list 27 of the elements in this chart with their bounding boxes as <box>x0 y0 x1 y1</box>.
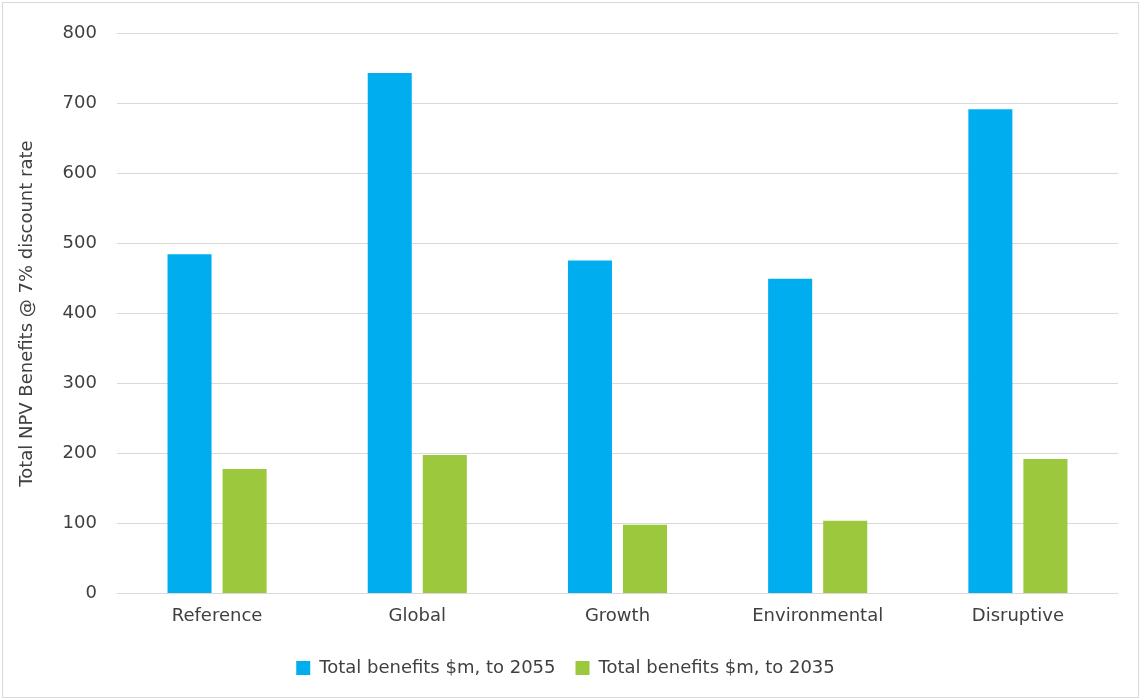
x-tick-label: Disruptive <box>971 603 1065 625</box>
y-tick-label: 100 <box>62 511 97 533</box>
legend-label: Total benefits $m, to 2055 <box>318 655 556 677</box>
y-tick-label: 200 <box>62 441 97 463</box>
y-tick-label: 0 <box>85 581 97 603</box>
y-tick-label: 500 <box>62 231 97 253</box>
bar <box>1023 459 1068 593</box>
bar <box>367 72 412 593</box>
bar <box>167 254 212 593</box>
y-tick-label: 700 <box>62 91 97 113</box>
bar <box>622 524 668 593</box>
y-tick-label: 800 <box>62 21 97 43</box>
y-tick-label: 600 <box>62 161 97 183</box>
x-tick-label: Reference <box>171 603 263 625</box>
x-tick-label: Global <box>388 603 446 625</box>
y-tick-label: 300 <box>62 371 97 393</box>
y-tick-label: 400 <box>62 301 97 323</box>
x-tick-label: Growth <box>584 603 651 625</box>
bar <box>768 278 813 593</box>
bar <box>422 454 467 593</box>
bar <box>567 260 612 593</box>
x-tick-label: Environmental <box>752 603 884 625</box>
bar <box>222 468 267 593</box>
bar <box>968 109 1013 593</box>
legend-label: Total benefits $m, to 2035 <box>597 655 835 677</box>
y-axis-title: Total NPV Benefits @ 7% discount rate <box>15 140 37 488</box>
bar <box>823 520 868 593</box>
